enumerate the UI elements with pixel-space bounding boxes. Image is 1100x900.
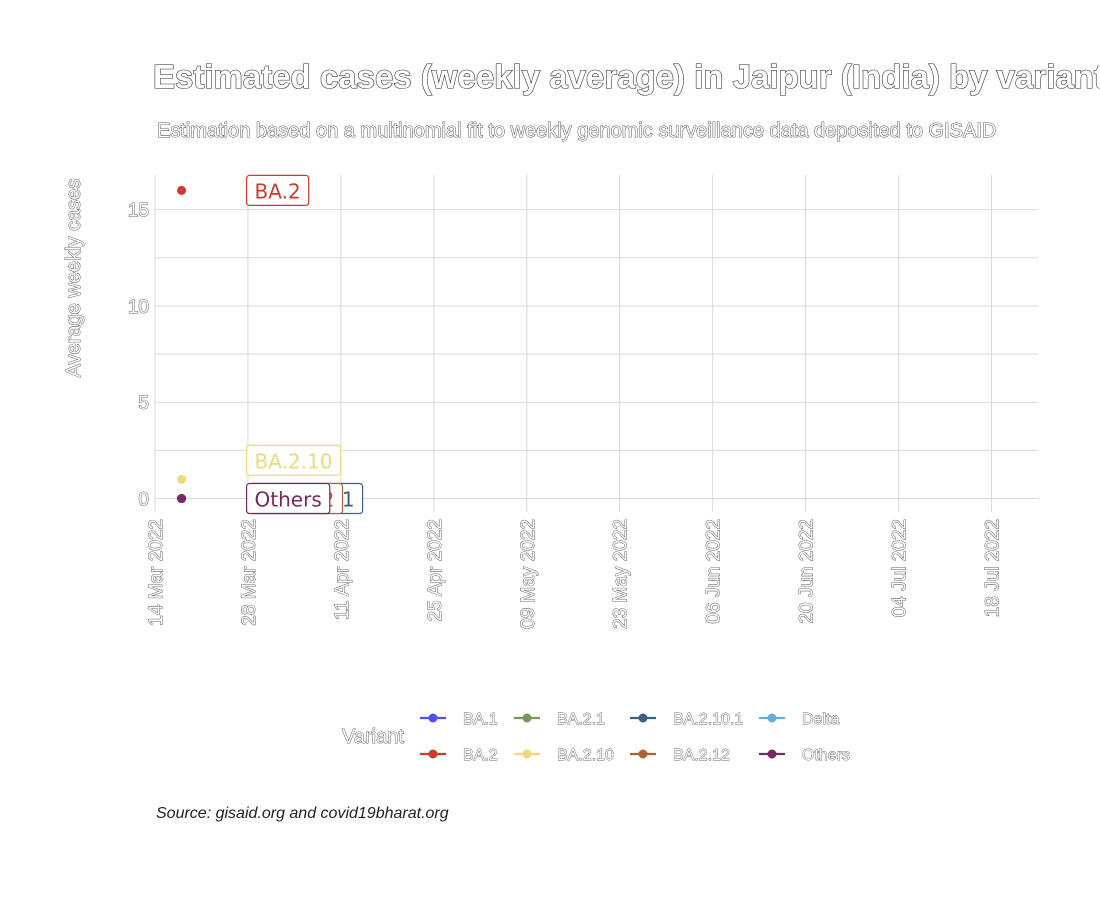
legend-key-point (767, 749, 777, 759)
series-label-text: BA.2.10 (255, 449, 333, 473)
x-tick-label: 14 Mar 2022 (146, 519, 167, 626)
x-tick-label: 23 May 2022 (611, 519, 632, 629)
x-tick-label: 06 Jun 2022 (704, 519, 725, 624)
data-points (177, 185, 187, 504)
legend-key-point (428, 749, 438, 759)
legend-title: Variant (342, 726, 404, 748)
legend-key-point (522, 713, 532, 723)
series-label-text: Others (255, 488, 322, 512)
data-point (177, 474, 187, 484)
y-axis-title: Average weekly cases (63, 179, 85, 378)
legend-item: Delta (759, 711, 840, 728)
x-tick-label: 28 Mar 2022 (239, 519, 260, 626)
x-axis-ticks: 14 Mar 2022 28 Mar 2022 11 Apr 2022 25 Apr … (146, 519, 1004, 630)
grid (154, 175, 1038, 512)
legend-label: BA.2.12 (673, 747, 730, 764)
legend-item: BA.2.1 (514, 711, 605, 728)
x-tick-label: 09 May 2022 (518, 519, 539, 629)
series-label: BA.2.10 (245, 444, 342, 476)
series-label-box (245, 174, 310, 207)
series-label: BA.2 (245, 174, 310, 207)
y-tick-label: 0 (138, 490, 149, 511)
series-label: Others (245, 482, 331, 515)
chart-subtitle: Estimation based on a multinomial fit to… (157, 120, 996, 142)
y-tick-label: 5 (138, 393, 149, 414)
chart-title: Estimated cases (weekly average) in Jaip… (153, 58, 1100, 95)
legend-key-point (767, 713, 777, 723)
legend: Variant BA.1 BA.2 BA.2.1 BA.2.10 BA.2.10.1 BA… (342, 711, 851, 765)
legend-item: BA.1 (420, 711, 498, 728)
y-tick-label: 10 (128, 297, 149, 318)
series-label-text: BA.2 (255, 179, 301, 203)
legend-item: BA.2.10.1 (630, 711, 744, 728)
legend-item: BA.2.12 (630, 747, 730, 764)
y-tick-label: 15 (128, 201, 149, 222)
y-axis-ticks: 0 5 10 15 (127, 200, 149, 511)
legend-label: Delta (802, 711, 839, 728)
legend-label: BA.2.10.1 (673, 711, 743, 728)
legend-item: BA.2.10 (514, 747, 614, 764)
legend-item: Others (759, 747, 850, 764)
legend-label: BA.1 (463, 711, 498, 728)
legend-label: BA.2.1 (557, 711, 605, 728)
legend-key-point (638, 749, 648, 759)
legend-key-point (428, 713, 438, 723)
data-point (177, 494, 187, 504)
x-tick-label: 20 Jun 2022 (797, 519, 818, 624)
legend-key-point (638, 713, 648, 723)
series-label-box (245, 482, 331, 515)
legend-item: BA.2 (420, 747, 498, 764)
legend-label: BA.2.10 (557, 747, 614, 764)
x-tick-label: 04 Jul 2022 (890, 519, 911, 617)
legend-label: Others (802, 747, 850, 764)
legend-label: BA.2 (463, 747, 498, 764)
data-point (177, 185, 187, 195)
x-tick-label: 18 Jul 2022 (983, 519, 1004, 617)
series-label-box (245, 444, 342, 476)
source-caption: Source: gisaid.org and covid19bharat.org (156, 805, 449, 822)
x-tick-label: 25 Apr 2022 (425, 519, 446, 621)
legend-key-point (522, 749, 532, 759)
x-tick-label: 11 Apr 2022 (332, 519, 353, 620)
